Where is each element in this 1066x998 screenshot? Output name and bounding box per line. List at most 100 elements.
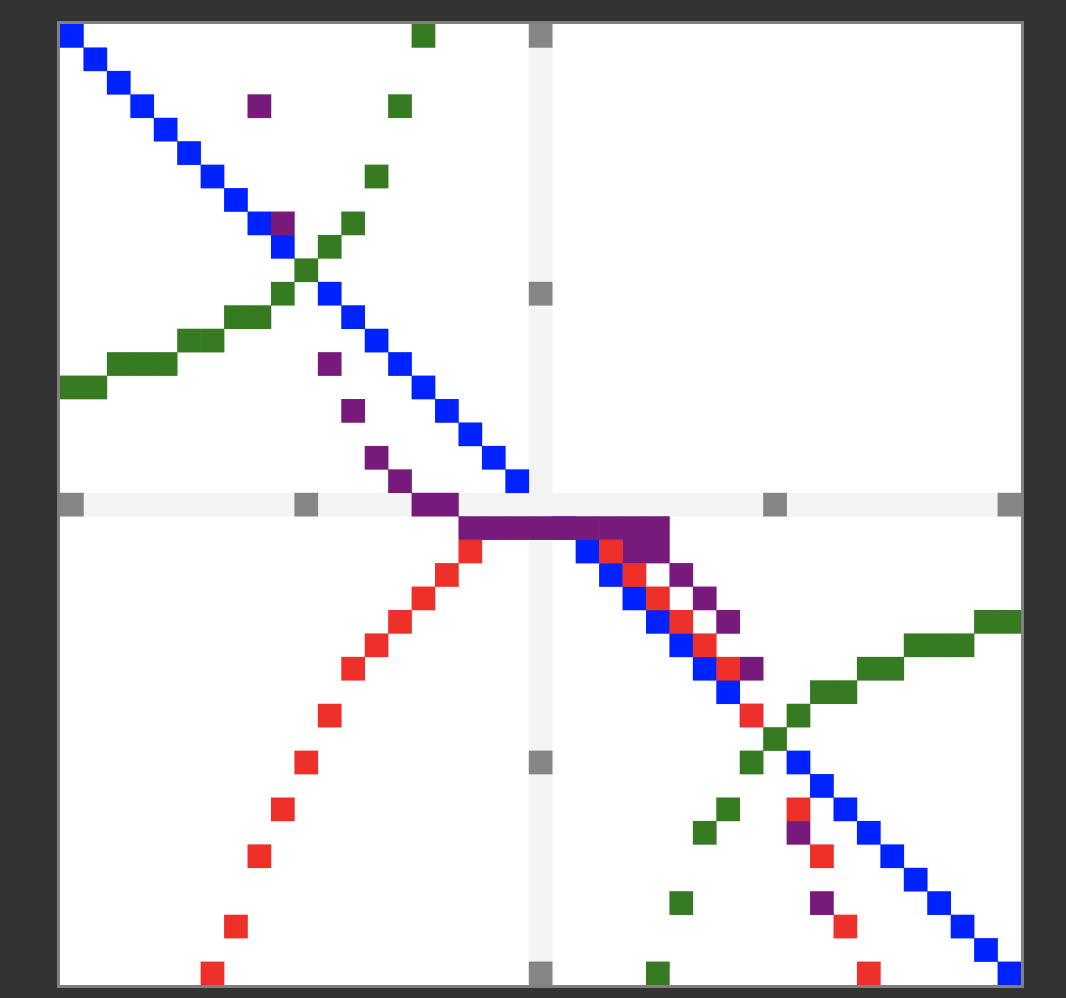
heatmap-cell-green	[833, 680, 858, 705]
heatmap-cell-purple	[599, 516, 623, 540]
heatmap-cell-blue	[575, 539, 600, 564]
heatmap-cell-blue	[411, 375, 436, 400]
heatmap-cell-purple	[575, 516, 600, 540]
heatmap-cell-red	[294, 750, 319, 775]
heatmap-cell-green	[200, 328, 225, 353]
heatmap-cell-purple	[528, 516, 553, 540]
heatmap-cell-purple	[388, 469, 412, 494]
heatmap-cell-green	[341, 211, 366, 236]
heatmap-cell-red	[716, 656, 741, 681]
heatmap-cell-red	[810, 844, 834, 869]
heatmap-cell-green	[974, 609, 998, 634]
heatmap-cell-green	[60, 375, 84, 400]
heatmap-cell-green	[950, 633, 975, 658]
heatmap-cell-red	[458, 539, 483, 564]
heatmap-cell-red	[786, 797, 811, 822]
heatmap-cell-blue	[270, 234, 295, 259]
heatmap-cell-green	[880, 656, 905, 681]
heatmap-cell-purple	[411, 492, 436, 517]
heatmap-cell-green	[786, 703, 811, 728]
heatmap-cell-blue	[974, 938, 998, 962]
heatmap-cell-blue	[458, 422, 483, 447]
heatmap-cell-green	[388, 94, 412, 119]
heatmap-cell-red	[645, 586, 670, 611]
heatmap-cell-blue	[177, 141, 201, 165]
heatmap-cell-blue	[317, 281, 342, 306]
heatmap-cell-red	[224, 914, 248, 939]
heatmap-cell-purple	[270, 211, 295, 236]
heatmap-cell-green	[294, 258, 319, 283]
heatmap-cell-purple	[692, 586, 717, 611]
heatmap-cell-blue	[810, 774, 834, 798]
heatmap-cell-red	[411, 586, 436, 611]
heatmap-cell-blue	[833, 797, 858, 822]
heatmap-cell-blue	[481, 445, 506, 470]
heatmap-cell-blue	[200, 164, 225, 189]
heatmap-cell-purple	[645, 516, 670, 540]
tick-marker	[60, 492, 84, 517]
tick-marker	[294, 492, 319, 517]
heatmap-cell-green	[856, 656, 881, 681]
heatmap-cell-blue	[997, 961, 1021, 985]
heatmap-cell-green	[716, 797, 741, 822]
tick-marker	[528, 281, 553, 306]
heatmap-cell-green	[669, 891, 694, 915]
heatmap-cell-purple	[739, 656, 764, 681]
heatmap-cell-blue	[153, 117, 178, 142]
heatmap-cell-blue	[669, 633, 694, 658]
heatmap-cell-purple	[622, 516, 647, 540]
heatmap-cell-blue	[130, 94, 155, 119]
tick-marker-layer	[60, 24, 1021, 985]
heatmap-cell-blue	[880, 844, 905, 869]
heatmap-cell-blue	[856, 820, 881, 845]
heatmap-cell-green	[927, 633, 951, 658]
heatmap-cell-blue	[60, 24, 84, 48]
heatmap-cell-green	[810, 680, 834, 705]
heatmap-cell-blue	[927, 891, 951, 915]
tick-marker	[763, 492, 787, 517]
heatmap-cell-green	[411, 24, 436, 48]
heatmap-cell-blue	[247, 211, 272, 236]
heatmap-cell-green	[903, 633, 928, 658]
heatmap-cell-red	[364, 633, 389, 658]
heatmap-cell-red	[247, 844, 272, 869]
heatmap-cell-purple	[364, 445, 389, 470]
heatmap-cell-red	[270, 797, 295, 822]
heatmap-cell-blue	[341, 305, 366, 330]
heatmap-cell-purple	[247, 94, 272, 119]
heatmap-cell-red	[341, 656, 366, 681]
tick-marker	[528, 24, 553, 48]
heatmap-cell-purple	[481, 516, 506, 540]
tick-marker	[528, 961, 553, 985]
heatmap-cell-blue	[950, 914, 975, 939]
heatmap-cell-blue	[903, 867, 928, 892]
heatmap-cell-red	[669, 609, 694, 634]
heatmap-cell-blue	[106, 70, 131, 95]
heatmap-cell-red	[622, 563, 647, 587]
heatmap-cell-purple	[669, 563, 694, 587]
heatmap-cell-green	[692, 820, 717, 845]
heatmap-cell-purple	[622, 539, 647, 564]
heatmap-cell-green	[106, 352, 131, 376]
heatmap-cell-purple	[341, 399, 366, 423]
heatmap-cell-green	[270, 281, 295, 306]
heatmap-cell-red	[200, 961, 225, 985]
heatmap-cell-blue	[388, 352, 412, 376]
heatmap-cell-blue	[435, 399, 459, 423]
heatmap-cell-blue	[364, 328, 389, 353]
heatmap-cell-blue	[716, 680, 741, 705]
heatmap-cell-purple	[552, 516, 576, 540]
heatmap-cell-red	[833, 914, 858, 939]
heatmap-cell-green	[224, 305, 248, 330]
heatmap-cell-red	[317, 703, 342, 728]
heatmap-cell-blue	[83, 47, 108, 72]
heatmap-cell-green	[364, 164, 389, 189]
heatmap-cell-red	[599, 539, 623, 564]
heatmap-cell-purple	[458, 516, 483, 540]
heatmap-cell-green	[177, 328, 201, 353]
heatmap-cell-green	[130, 352, 155, 376]
heatmap-cell-green	[83, 375, 108, 400]
heatmap-cell-red	[739, 703, 764, 728]
heatmap-cell-purple	[505, 516, 530, 540]
heatmap-cell-red	[692, 633, 717, 658]
